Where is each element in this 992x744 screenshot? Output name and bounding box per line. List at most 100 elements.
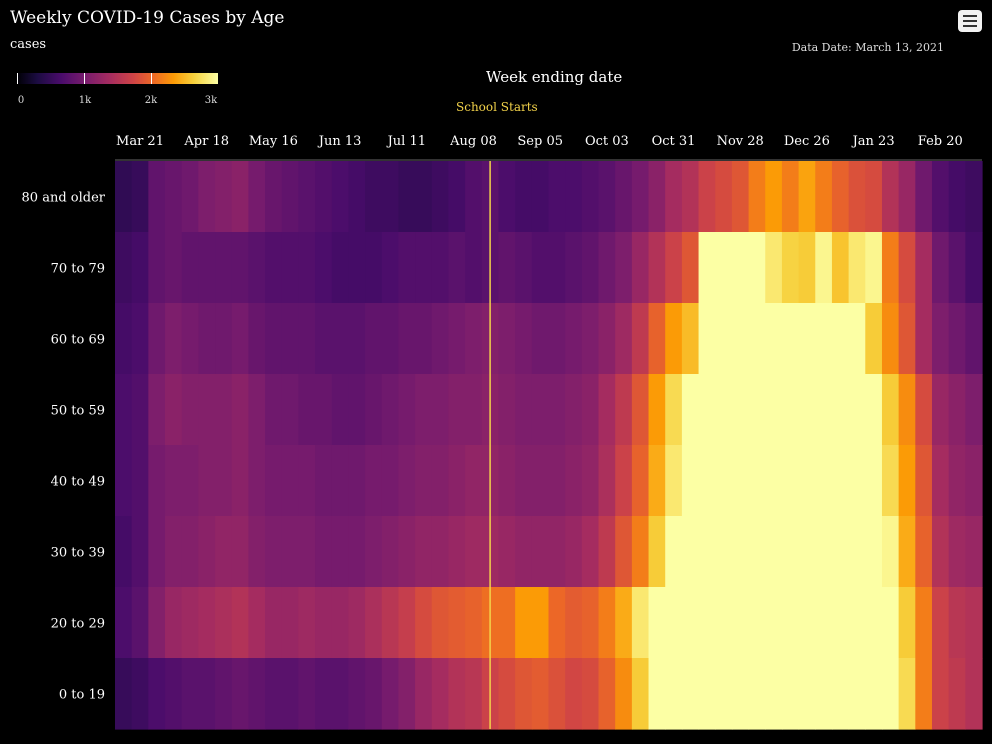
heatmap-cell[interactable] xyxy=(148,658,166,730)
heatmap-cell[interactable] xyxy=(931,374,950,446)
heatmap-cell[interactable] xyxy=(731,516,750,588)
heatmap-cell[interactable] xyxy=(781,445,800,517)
heatmap-cell[interactable] xyxy=(265,516,283,588)
heatmap-cell[interactable] xyxy=(331,161,350,233)
heatmap-cell[interactable] xyxy=(765,303,783,375)
heatmap-cell[interactable] xyxy=(548,658,566,730)
heatmap-cell[interactable] xyxy=(215,658,233,730)
heatmap-cell[interactable] xyxy=(398,445,416,517)
heatmap-cell[interactable] xyxy=(598,374,616,446)
heatmap-cell[interactable] xyxy=(165,161,183,233)
heatmap-cell[interactable] xyxy=(331,374,350,446)
heatmap-cell[interactable] xyxy=(515,445,533,517)
heatmap-cell[interactable] xyxy=(848,232,866,304)
heatmap-cell[interactable] xyxy=(631,374,650,446)
heatmap-cell[interactable] xyxy=(731,303,750,375)
heatmap-cell[interactable] xyxy=(681,516,700,588)
heatmap-cell[interactable] xyxy=(665,445,683,517)
heatmap-cell[interactable] xyxy=(531,516,550,588)
heatmap-cell[interactable] xyxy=(381,658,400,730)
heatmap-cell[interactable] xyxy=(548,232,566,304)
heatmap-cell[interactable] xyxy=(165,232,183,304)
heatmap-cell[interactable] xyxy=(548,445,566,517)
heatmap-cell[interactable] xyxy=(815,516,833,588)
heatmap-cell[interactable] xyxy=(898,658,916,730)
heatmap-cell[interactable] xyxy=(831,516,850,588)
heatmap-cell[interactable] xyxy=(498,516,516,588)
heatmap-cell[interactable] xyxy=(831,587,850,659)
heatmap-cell[interactable] xyxy=(631,445,650,517)
heatmap-cell[interactable] xyxy=(181,445,199,517)
heatmap-cell[interactable] xyxy=(615,445,633,517)
heatmap-cell[interactable] xyxy=(531,303,550,375)
heatmap-cell[interactable] xyxy=(598,658,616,730)
heatmap-cell[interactable] xyxy=(898,587,916,659)
heatmap-cell[interactable] xyxy=(881,516,900,588)
heatmap-cell[interactable] xyxy=(515,303,533,375)
heatmap-cell[interactable] xyxy=(115,516,133,588)
heatmap-cell[interactable] xyxy=(448,232,466,304)
heatmap-cell[interactable] xyxy=(331,303,350,375)
heatmap-cell[interactable] xyxy=(815,161,833,233)
heatmap-cell[interactable] xyxy=(898,232,916,304)
heatmap-cell[interactable] xyxy=(248,303,266,375)
heatmap-cell[interactable] xyxy=(148,161,166,233)
heatmap-cell[interactable] xyxy=(881,374,900,446)
heatmap-cell[interactable] xyxy=(581,374,600,446)
heatmap-cell[interactable] xyxy=(731,445,750,517)
heatmap-cell[interactable] xyxy=(615,516,633,588)
heatmap-cell[interactable] xyxy=(965,587,983,659)
heatmap-cell[interactable] xyxy=(965,232,983,304)
heatmap-cell[interactable] xyxy=(915,658,933,730)
heatmap-cell[interactable] xyxy=(465,303,483,375)
heatmap-cell[interactable] xyxy=(531,161,550,233)
heatmap-cell[interactable] xyxy=(165,303,183,375)
heatmap-cell[interactable] xyxy=(398,516,416,588)
heatmap-cell[interactable] xyxy=(831,232,850,304)
heatmap-cell[interactable] xyxy=(515,587,533,659)
heatmap-cell[interactable] xyxy=(465,445,483,517)
heatmap-cell[interactable] xyxy=(881,445,900,517)
heatmap-cell[interactable] xyxy=(448,374,466,446)
heatmap-cell[interactable] xyxy=(848,658,866,730)
heatmap-cell[interactable] xyxy=(398,232,416,304)
heatmap-cell[interactable] xyxy=(331,232,350,304)
heatmap-cell[interactable] xyxy=(865,587,883,659)
heatmap-cell[interactable] xyxy=(381,232,400,304)
heatmap-cell[interactable] xyxy=(565,374,583,446)
heatmap-cell[interactable] xyxy=(498,303,516,375)
heatmap-cell[interactable] xyxy=(865,516,883,588)
heatmap-cell[interactable] xyxy=(698,303,716,375)
heatmap-cell[interactable] xyxy=(315,658,333,730)
heatmap-cell[interactable] xyxy=(548,303,566,375)
heatmap-cell[interactable] xyxy=(231,303,249,375)
heatmap-cell[interactable] xyxy=(598,445,616,517)
heatmap-cell[interactable] xyxy=(731,374,750,446)
heatmap-cell[interactable] xyxy=(948,303,966,375)
heatmap-cell[interactable] xyxy=(131,658,149,730)
heatmap-cell[interactable] xyxy=(698,232,716,304)
heatmap-cell[interactable] xyxy=(265,374,283,446)
heatmap-cell[interactable] xyxy=(515,516,533,588)
heatmap-cell[interactable] xyxy=(181,587,199,659)
heatmap-cell[interactable] xyxy=(315,303,333,375)
heatmap-cell[interactable] xyxy=(865,374,883,446)
heatmap-cell[interactable] xyxy=(798,587,816,659)
heatmap-cell[interactable] xyxy=(381,374,400,446)
heatmap-cell[interactable] xyxy=(665,658,683,730)
heatmap-cell[interactable] xyxy=(781,374,800,446)
heatmap-cell[interactable] xyxy=(198,374,216,446)
heatmap-cell[interactable] xyxy=(881,658,900,730)
heatmap-cell[interactable] xyxy=(381,587,400,659)
heatmap-cell[interactable] xyxy=(781,516,800,588)
heatmap-cell[interactable] xyxy=(365,516,383,588)
heatmap-cell[interactable] xyxy=(598,161,616,233)
heatmap-cell[interactable] xyxy=(748,587,766,659)
heatmap-cell[interactable] xyxy=(731,658,750,730)
heatmap-cell[interactable] xyxy=(315,232,333,304)
heatmap-cell[interactable] xyxy=(231,658,249,730)
heatmap-cell[interactable] xyxy=(281,232,299,304)
heatmap-cell[interactable] xyxy=(348,374,366,446)
heatmap-cell[interactable] xyxy=(898,445,916,517)
heatmap-cell[interactable] xyxy=(115,161,133,233)
